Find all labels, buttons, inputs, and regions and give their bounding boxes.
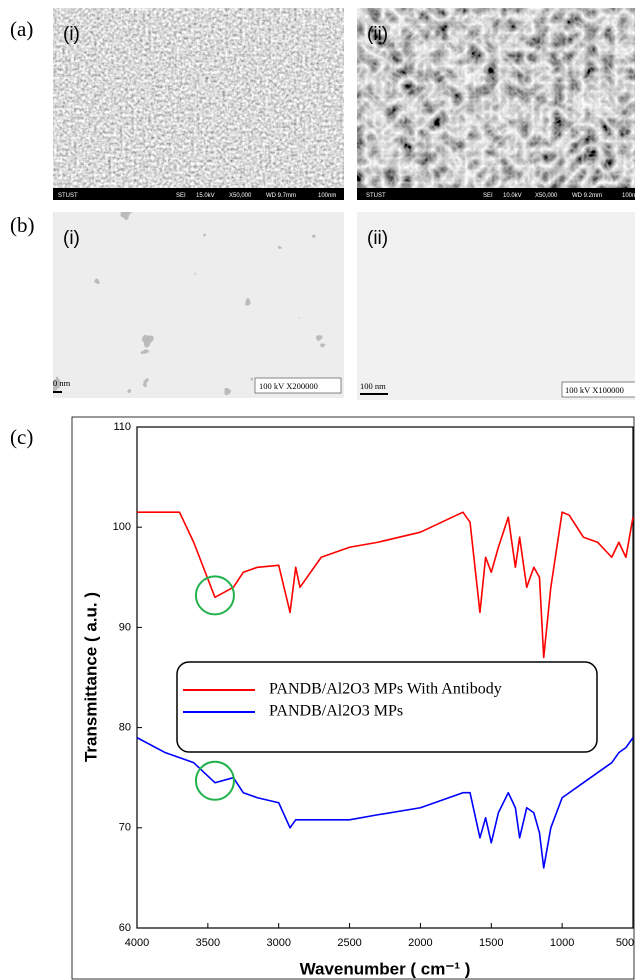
sem-image (357, 8, 635, 188)
x-tick-label: 2500 (337, 937, 361, 949)
info-text: 100 kV X100000 (565, 385, 624, 395)
highlight-circle (196, 762, 234, 800)
y-axis-label: Transmittance ( a.u. ) (81, 592, 100, 762)
info-text: SEI (483, 193, 493, 199)
info-text: 100nm (622, 193, 635, 199)
info-text: 100 kV X200000 (259, 381, 318, 391)
tem-image (53, 212, 344, 398)
panel-label: (b) (10, 213, 35, 237)
info-text: SEI (176, 193, 186, 199)
y-tick-label: 60 (119, 922, 131, 934)
series-line (137, 512, 633, 657)
legend-label: PANDB/Al2O3 MPs With Antibody (269, 681, 502, 698)
y-tick-label: 100 (113, 521, 131, 533)
y-tick-label: 80 (119, 722, 131, 734)
panel-label: (c) (10, 425, 33, 449)
series-line (137, 738, 633, 868)
x-tick-label: 4000 (125, 937, 149, 949)
x-tick-label: 3500 (196, 937, 220, 949)
x-axis-label: Wavenumber ( cm⁻¹ ) (300, 959, 471, 978)
tem-image (357, 212, 635, 400)
x-tick-label: 1000 (550, 937, 574, 949)
info-text: STUST (58, 193, 78, 199)
y-tick-label: 70 (119, 822, 131, 834)
info-text: X50,000 (229, 193, 252, 199)
scale-text: 100 nm (360, 381, 386, 391)
info-text: WD 9.2mm (572, 193, 602, 199)
info-text: STUST (366, 193, 386, 199)
x-tick-label: 3000 (266, 937, 290, 949)
image-label: (i) (63, 24, 80, 45)
info-text: 10.0kV (503, 193, 522, 199)
info-text: X50,000 (535, 193, 558, 199)
panel-label: (a) (10, 17, 33, 41)
x-tick-label: 2000 (408, 937, 432, 949)
chart-layer: 60 70 80 90 100 110 4000 3500 3000 2500 2000 1500 10… (113, 421, 635, 949)
y-tick-label: 110 (113, 421, 131, 433)
image-label: (ii) (367, 24, 388, 45)
figure: (a) (i) STUST SEI 15.0kV X50,000 WD 9.7m… (0, 0, 635, 980)
info-text: WD 9.7mm (266, 193, 296, 199)
image-label: (ii) (367, 228, 388, 249)
info-text: 100nm (318, 193, 336, 199)
scale-text: 0 nm (53, 378, 71, 388)
info-text: 15.0kV (196, 193, 215, 199)
y-tick-label: 90 (119, 621, 131, 633)
legend-label: PANDB/Al2O3 MPs (269, 703, 403, 720)
image-label: (i) (63, 228, 80, 249)
x-tick-label: 1500 (479, 937, 503, 949)
x-tick-label: 500 (616, 937, 634, 949)
sem-image (53, 8, 344, 188)
